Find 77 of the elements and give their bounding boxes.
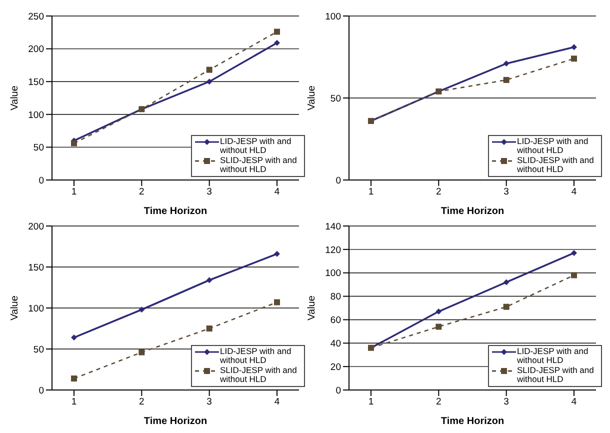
y-tick-label: 100 bbox=[28, 110, 44, 121]
legend-label: LID-JESP with and without HLD bbox=[220, 346, 292, 365]
legend-label: SLID-JESP with and without HLD bbox=[517, 365, 595, 384]
y-tick-label: 0 bbox=[336, 175, 341, 186]
legend-label: SLID-JESP with and without HLD bbox=[517, 155, 595, 174]
y-tick-label: 200 bbox=[28, 221, 44, 232]
point bbox=[71, 376, 77, 382]
y-tick-label: 50 bbox=[33, 142, 44, 154]
y-axis-title: Value bbox=[10, 295, 21, 320]
y-tick-label: 100 bbox=[28, 303, 44, 314]
y-tick-label: 20 bbox=[330, 362, 341, 373]
y-tick-label: 0 bbox=[336, 385, 341, 396]
y-tick-label: 100 bbox=[325, 11, 341, 22]
point bbox=[206, 326, 212, 332]
x-tick-label: 4 bbox=[571, 396, 577, 408]
x-tick-label: 2 bbox=[139, 186, 144, 198]
x-tick-label: 2 bbox=[139, 396, 144, 408]
point bbox=[274, 40, 280, 46]
legend-label: SLID-JESP with and without HLD bbox=[220, 155, 298, 174]
point bbox=[274, 28, 280, 35]
y-tick-label: 0 bbox=[38, 175, 44, 186]
point bbox=[138, 306, 145, 313]
x-tick-label: 4 bbox=[274, 186, 280, 198]
legend-label: LID-JESP with and without HLD bbox=[517, 136, 590, 155]
x-tick-label: 1 bbox=[368, 186, 374, 198]
x-tick-label: 3 bbox=[504, 396, 509, 408]
point bbox=[571, 56, 577, 62]
y-tick-label: 50 bbox=[33, 344, 44, 356]
y-axis-title: Value bbox=[10, 85, 21, 110]
y-tick-label: 0 bbox=[38, 385, 44, 396]
x-tick-label: 1 bbox=[71, 186, 77, 198]
point bbox=[138, 349, 145, 356]
legend-label: LID-JESP with and without HLD bbox=[220, 136, 292, 155]
x-axis-title: Time Horizon bbox=[144, 416, 208, 427]
point bbox=[71, 140, 77, 146]
y-tick-label: 80 bbox=[330, 292, 341, 303]
y-tick-label: 40 bbox=[330, 338, 341, 350]
x-tick-label: 3 bbox=[206, 186, 212, 198]
y-tick-label: 120 bbox=[325, 244, 341, 256]
point bbox=[503, 279, 510, 286]
legend-label: LID-JESP with and without HLD bbox=[517, 346, 590, 365]
x-tick-label: 2 bbox=[436, 396, 442, 408]
x-tick-label: 4 bbox=[571, 186, 577, 198]
point bbox=[436, 308, 442, 315]
x-axis-title: Time Horizon bbox=[440, 416, 504, 427]
y-tick-label: 140 bbox=[325, 221, 341, 232]
point bbox=[206, 66, 212, 73]
point bbox=[571, 272, 577, 278]
point bbox=[436, 324, 442, 330]
point bbox=[503, 60, 510, 67]
x-axis-title: Time Horizon bbox=[440, 206, 504, 217]
y-tick-label: 150 bbox=[28, 262, 44, 274]
x-tick-label: 2 bbox=[436, 186, 442, 198]
y-tick-label: 50 bbox=[330, 93, 341, 104]
x-tick-label: 3 bbox=[206, 396, 212, 408]
y-axis-title: Value bbox=[306, 85, 318, 110]
x-tick-label: 1 bbox=[368, 396, 374, 408]
point bbox=[503, 76, 510, 83]
point bbox=[206, 277, 212, 284]
legend-label: SLID-JESP with and without HLD bbox=[220, 365, 298, 384]
y-tick-label: 150 bbox=[28, 76, 44, 88]
y-tick-label: 250 bbox=[28, 11, 44, 22]
point bbox=[206, 78, 212, 85]
x-tick-label: 3 bbox=[504, 186, 509, 198]
y-axis-title: Value bbox=[306, 295, 318, 320]
y-tick-label: 200 bbox=[28, 44, 44, 56]
point bbox=[274, 299, 280, 306]
y-tick-label: 60 bbox=[330, 315, 341, 326]
point bbox=[571, 250, 577, 256]
x-tick-label: 1 bbox=[71, 396, 77, 408]
point bbox=[71, 334, 77, 341]
x-tick-label: 4 bbox=[274, 396, 280, 408]
y-tick-label: 100 bbox=[325, 268, 341, 280]
point bbox=[274, 250, 280, 257]
point bbox=[503, 304, 510, 310]
x-axis-title: Time Horizon bbox=[144, 206, 208, 217]
point bbox=[571, 44, 577, 50]
